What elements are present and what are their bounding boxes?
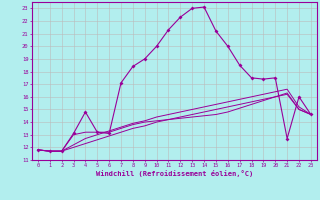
X-axis label: Windchill (Refroidissement éolien,°C): Windchill (Refroidissement éolien,°C) [96, 170, 253, 177]
